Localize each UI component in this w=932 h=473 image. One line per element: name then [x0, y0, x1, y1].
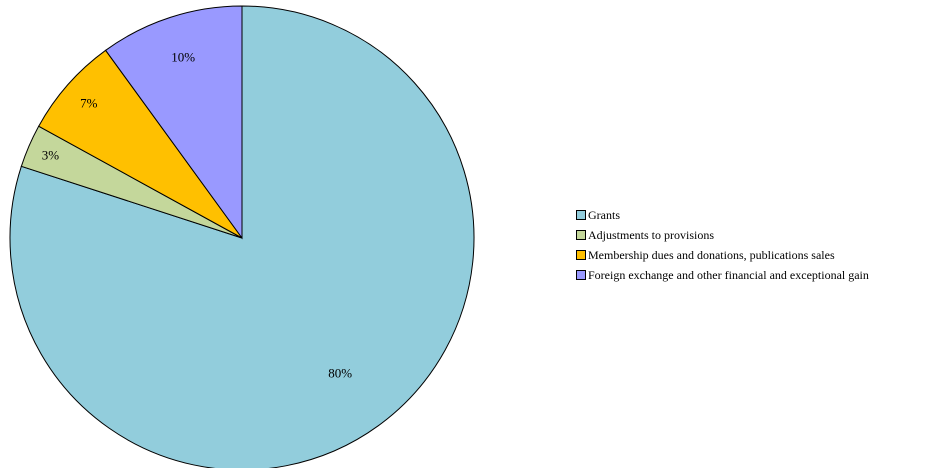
legend-item-grants: Grants [576, 205, 869, 225]
legend-swatch [576, 270, 586, 280]
pie-slices [9, 5, 475, 471]
legend-item-adjustments-to-provisions: Adjustments to provisions [576, 225, 869, 245]
pie-slice-foreign-exchange-and-other-financial-and-exceptional-gain [104, 5, 243, 240]
legend-item-foreign-exchange-and-other-financial-and-exceptional-gain: Foreign exchange and other financial and… [576, 265, 869, 285]
data-label-membership-dues-and-donations-publications-sales: 7% [80, 95, 98, 110]
pie-slice-membership-dues-and-donations-publications-sales [38, 49, 243, 239]
legend-swatch [576, 230, 586, 240]
pie-slice-labels: 80% 3% 7% 10% [42, 50, 353, 381]
legend-swatch [576, 210, 586, 220]
data-label-grants: 80% [328, 366, 352, 381]
legend-label: Foreign exchange and other financial and… [588, 268, 869, 282]
legend-label: Membership dues and donations, publicati… [588, 248, 835, 262]
chart-legend: Grants Adjustments to provisions Membershi… [576, 205, 869, 285]
legend-swatch [576, 250, 586, 260]
legend-label: Adjustments to provisions [588, 228, 715, 242]
legend-item-membership-dues-and-donations-publications-sales: Membership dues and donations, publicati… [576, 245, 869, 265]
data-label-adjustments-to-provisions: 3% [42, 148, 60, 163]
legend-label: Grants [588, 208, 620, 222]
data-label-foreign-exchange-and-other-financial-and-exceptional-gain: 10% [171, 50, 195, 65]
